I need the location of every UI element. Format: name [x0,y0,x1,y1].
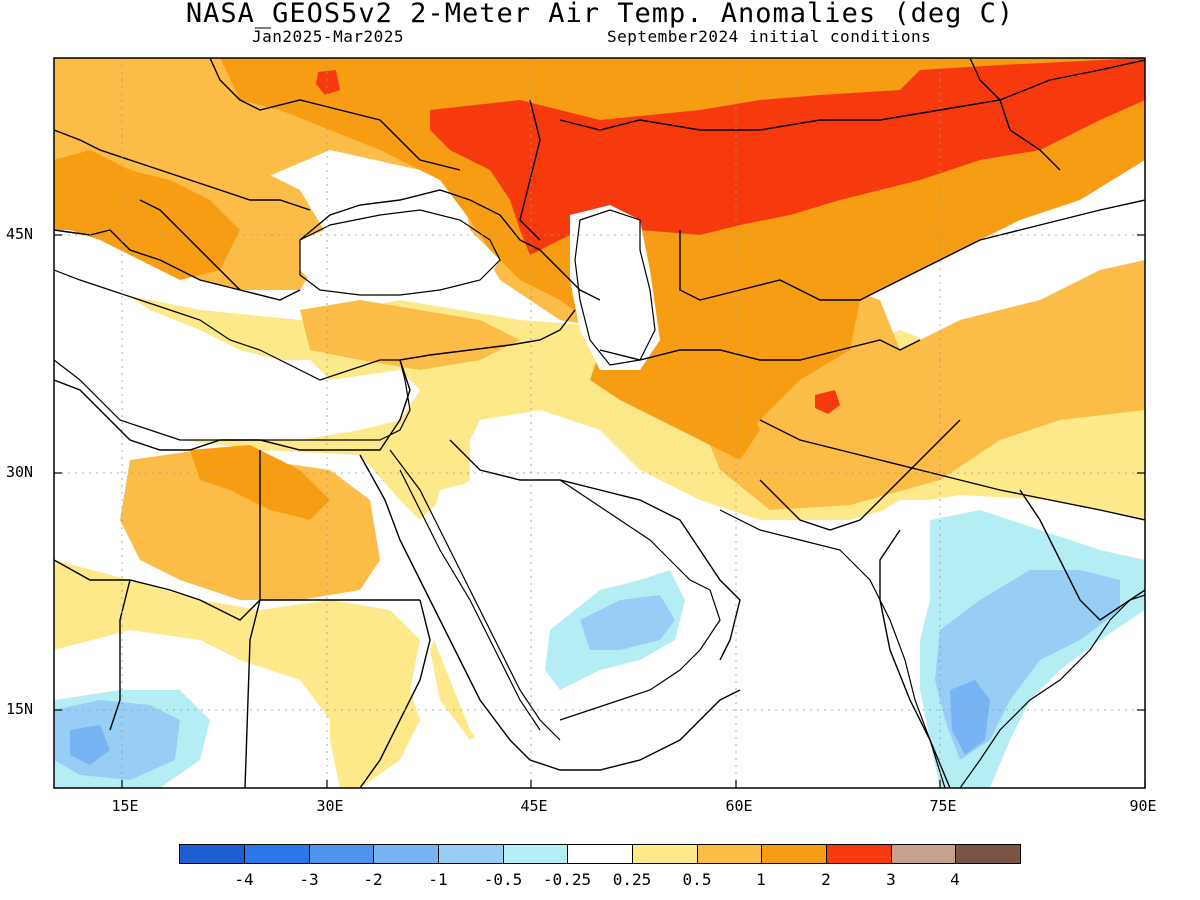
color-bin-lt-minus4 [179,844,245,864]
anomaly-region-blue-africa [70,725,110,765]
colorbar-label: 3 [886,870,896,889]
colorbar-label: -3 [299,870,319,889]
lon-label-60e: 60E [725,797,753,815]
color-bin-minus4-minus3 [244,844,310,864]
colorbar-label: -0.25 [542,870,592,889]
colorbar-label: 0.25 [612,870,652,889]
lat-label-30n: 30N [6,463,34,481]
lon-label-90e: 90E [1129,797,1157,815]
colorbar-label: -1 [428,870,448,889]
anomaly-region-light-orange-turkey [300,300,520,370]
white-region-mediterranean [54,240,420,440]
colorbar-label: -4 [234,870,254,889]
colorbar-label: -0.5 [483,870,523,889]
color-bin-minus2-minus1 [373,844,439,864]
anomaly-region-blue-india [950,680,990,755]
anomaly-region-orange-west [54,150,240,280]
anomaly-region-lightblue-arabia [580,595,675,650]
white-region-black-sea [300,210,500,300]
anomaly-region-red-small [815,390,840,414]
map-frame [53,57,1146,789]
colorbar-label: -2 [363,870,383,889]
tick-marks [54,234,1146,788]
lon-label-45e: 45E [520,797,548,815]
color-bin-minus3-minus2 [309,844,375,864]
coastlines [54,209,1145,788]
anomaly-region-red-dot [316,70,340,95]
color-bin-3-4 [891,844,957,864]
colorbar-label: 0.5 [682,870,712,889]
gridlines [54,58,1145,788]
lon-label-30e: 30E [316,797,344,815]
lon-label-75e: 75E [929,797,957,815]
color-bin-gt-4 [955,844,1021,864]
colorbar-label: 2 [821,870,831,889]
white-region-caspian [570,205,660,370]
map-title: NASA_GEOS5v2 2-Meter Air Temp. Anomalies… [185,0,1015,29]
initial-conditions: September2024 initial conditions [607,27,932,46]
lat-label-15n: 15N [6,700,34,718]
color-bin-1-2 [761,844,827,864]
color-bin-025-05 [632,844,698,864]
color-bar [179,844,1021,866]
lat-label-45n: 45N [6,225,34,243]
color-bin-minus05-minus025 [503,844,569,864]
forecast-period: Jan2025-Mar2025 [252,27,404,46]
color-bin-neutral [567,844,633,864]
color-bin-minus1-minus05 [438,844,504,864]
colorbar-label: 4 [950,870,960,889]
colorbar-label: 1 [756,870,766,889]
lon-label-15e: 15E [111,797,139,815]
color-bin-05-1 [697,844,763,864]
color-bin-2-3 [826,844,892,864]
